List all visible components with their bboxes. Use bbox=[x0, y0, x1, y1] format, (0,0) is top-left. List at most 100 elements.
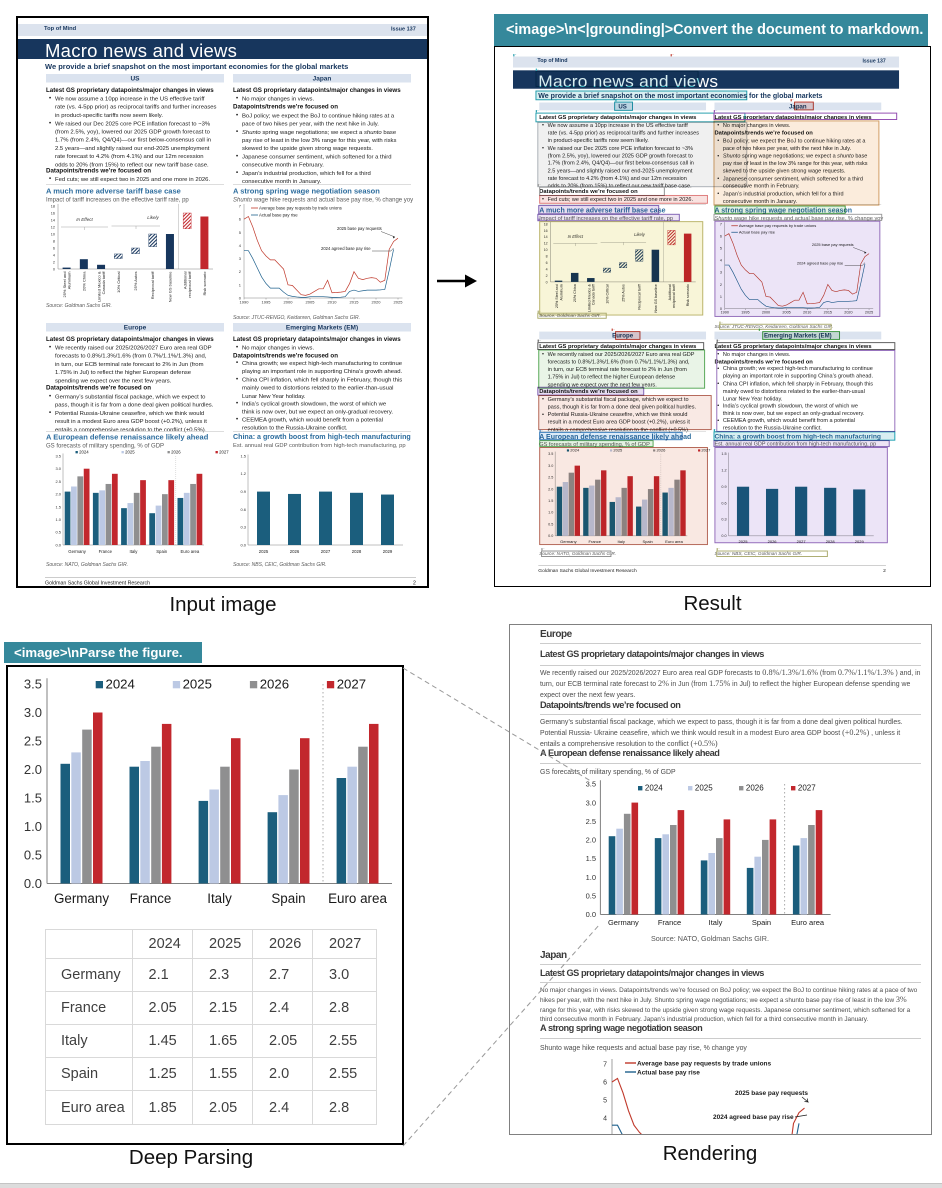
svg-text:2010: 2010 bbox=[328, 300, 338, 305]
svg-text:Aluminum: Aluminum bbox=[67, 271, 72, 289]
svg-text:2024: 2024 bbox=[79, 449, 89, 454]
svg-text:2024: 2024 bbox=[106, 676, 135, 691]
svg-text:0.0: 0.0 bbox=[55, 542, 61, 547]
svg-text:0.0: 0.0 bbox=[24, 876, 42, 891]
svg-text:2027: 2027 bbox=[321, 549, 331, 554]
svg-text:1.5: 1.5 bbox=[24, 791, 42, 806]
svg-text:Additional: Additional bbox=[183, 271, 188, 289]
svg-text:2005: 2005 bbox=[306, 300, 316, 305]
svg-text:1.5: 1.5 bbox=[55, 504, 61, 509]
svg-text:0.5: 0.5 bbox=[586, 892, 596, 901]
svg-text:2026: 2026 bbox=[290, 549, 300, 554]
svg-text:3.0: 3.0 bbox=[55, 466, 61, 471]
svg-text:14: 14 bbox=[51, 219, 55, 223]
svg-text:New GS baseline: New GS baseline bbox=[167, 271, 172, 303]
svg-text:0.0: 0.0 bbox=[586, 910, 596, 919]
svg-text:1.0: 1.0 bbox=[586, 873, 596, 882]
svg-text:1.0: 1.0 bbox=[55, 517, 61, 522]
svg-text:Risk scenario: Risk scenario bbox=[202, 271, 207, 296]
svg-text:2025 base pay requests: 2025 base pay requests bbox=[337, 226, 382, 231]
svg-text:Euro area: Euro area bbox=[180, 549, 199, 554]
svg-text:Italy: Italy bbox=[709, 918, 723, 927]
svg-text:France: France bbox=[658, 918, 681, 927]
svg-text:Italy: Italy bbox=[130, 549, 139, 554]
svg-text:2027: 2027 bbox=[337, 676, 366, 691]
svg-text:2025 base pay requests: 2025 base pay requests bbox=[735, 1090, 808, 1097]
svg-text:2.5: 2.5 bbox=[55, 479, 61, 484]
svg-text:2020: 2020 bbox=[372, 300, 382, 305]
svg-text:4: 4 bbox=[53, 254, 55, 258]
svg-text:3.5: 3.5 bbox=[24, 677, 42, 692]
svg-text:2025: 2025 bbox=[394, 300, 404, 305]
svg-text:12: 12 bbox=[51, 226, 55, 230]
svg-text:2027: 2027 bbox=[219, 449, 229, 454]
svg-text:Canada tariff: Canada tariff bbox=[101, 271, 106, 295]
svg-text:2.5: 2.5 bbox=[24, 734, 42, 749]
svg-text:2025: 2025 bbox=[259, 549, 269, 554]
svg-text:Euro area: Euro area bbox=[328, 891, 387, 906]
svg-text:2024 agreed base pay rise: 2024 agreed base pay rise bbox=[713, 1114, 794, 1121]
svg-text:0: 0 bbox=[239, 296, 242, 301]
svg-text:2024 agreed base pay rise: 2024 agreed base pay rise bbox=[321, 246, 371, 251]
svg-text:Germany: Germany bbox=[68, 549, 87, 554]
svg-text:1: 1 bbox=[239, 282, 242, 287]
svg-text:1.0: 1.0 bbox=[24, 819, 42, 834]
svg-text:Average base pay requests by t: Average base pay requests by trade union… bbox=[637, 1061, 772, 1068]
svg-text:0.0: 0.0 bbox=[240, 542, 246, 547]
svg-text:Euro area: Euro area bbox=[791, 918, 825, 927]
svg-text:2.0: 2.0 bbox=[24, 762, 42, 777]
svg-text:6: 6 bbox=[53, 247, 55, 251]
svg-text:5: 5 bbox=[603, 1098, 607, 1105]
svg-text:4: 4 bbox=[603, 1116, 607, 1123]
svg-text:France: France bbox=[130, 891, 172, 906]
svg-text:7: 7 bbox=[603, 1062, 607, 1069]
svg-text:Germany: Germany bbox=[608, 918, 639, 927]
svg-text:Limited Mexico &: Limited Mexico & bbox=[97, 271, 102, 302]
svg-text:3.0: 3.0 bbox=[24, 705, 42, 720]
svg-text:Spain: Spain bbox=[156, 549, 168, 554]
svg-text:1995: 1995 bbox=[262, 300, 272, 305]
svg-text:Likely: Likely bbox=[147, 215, 159, 220]
svg-text:2029: 2029 bbox=[383, 549, 393, 554]
svg-text:1990: 1990 bbox=[240, 300, 250, 305]
svg-text:2027: 2027 bbox=[798, 783, 816, 792]
svg-text:Spain: Spain bbox=[271, 891, 305, 906]
svg-text:2015: 2015 bbox=[350, 300, 360, 305]
svg-text:0.3: 0.3 bbox=[240, 525, 246, 530]
svg-text:Spain: Spain bbox=[752, 918, 771, 927]
svg-text:1.2: 1.2 bbox=[240, 471, 246, 476]
svg-text:25% Autos: 25% Autos bbox=[133, 272, 138, 291]
svg-text:1.5: 1.5 bbox=[586, 854, 596, 863]
svg-text:8: 8 bbox=[53, 240, 55, 244]
svg-text:3.0: 3.0 bbox=[586, 798, 596, 807]
svg-text:2025: 2025 bbox=[695, 783, 713, 792]
svg-text:0.9: 0.9 bbox=[240, 489, 246, 494]
svg-text:Actual base pay rise: Actual base pay rise bbox=[637, 1070, 700, 1077]
svg-text:2: 2 bbox=[239, 269, 242, 274]
svg-text:Germany: Germany bbox=[54, 891, 109, 906]
svg-text:20% China: 20% China bbox=[81, 271, 86, 291]
svg-text:25% Steel and: 25% Steel and bbox=[62, 272, 67, 298]
svg-text:2026: 2026 bbox=[260, 676, 289, 691]
svg-text:3: 3 bbox=[239, 256, 242, 261]
svg-text:reciprocal tariff: reciprocal tariff bbox=[187, 271, 192, 298]
svg-text:16: 16 bbox=[51, 212, 55, 216]
svg-text:0: 0 bbox=[53, 268, 55, 272]
svg-text:Average base pay requests by t: Average base pay requests by trade union… bbox=[259, 206, 342, 211]
svg-text:0.6: 0.6 bbox=[240, 507, 246, 512]
svg-text:2028: 2028 bbox=[352, 549, 362, 554]
svg-text:1.5: 1.5 bbox=[240, 453, 246, 458]
svg-text:Italy: Italy bbox=[207, 891, 232, 906]
svg-text:6: 6 bbox=[239, 217, 242, 222]
svg-text:2000: 2000 bbox=[284, 300, 294, 305]
svg-text:2025: 2025 bbox=[125, 449, 135, 454]
svg-text:10% Critical: 10% Critical bbox=[116, 271, 121, 292]
svg-text:Actual base pay rise: Actual base pay rise bbox=[259, 213, 298, 218]
svg-text:18: 18 bbox=[51, 205, 55, 209]
svg-text:3.5: 3.5 bbox=[586, 780, 596, 789]
svg-text:10: 10 bbox=[51, 233, 55, 237]
svg-text:3.5: 3.5 bbox=[55, 453, 61, 458]
svg-text:0.5: 0.5 bbox=[55, 530, 61, 535]
svg-text:2025: 2025 bbox=[183, 676, 212, 691]
svg-text:2.5: 2.5 bbox=[586, 817, 596, 826]
